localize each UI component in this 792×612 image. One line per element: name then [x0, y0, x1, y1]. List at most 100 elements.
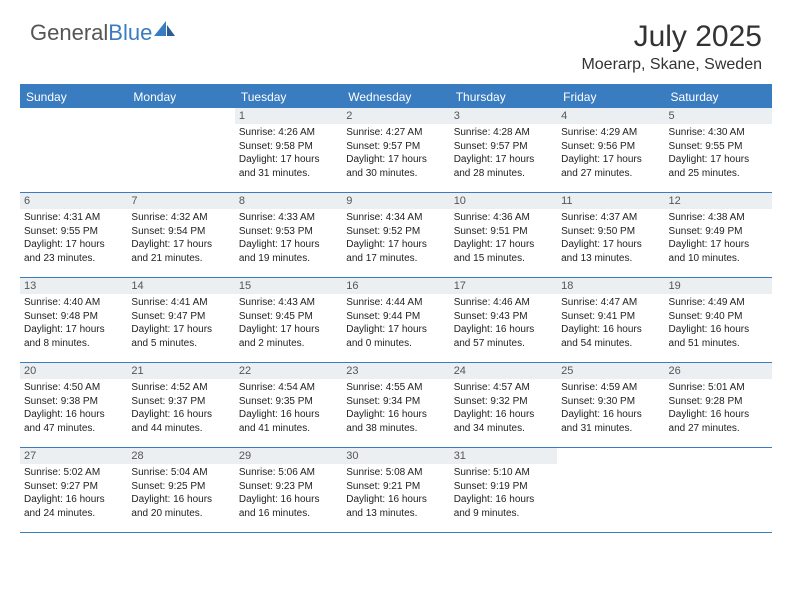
day1-text: Daylight: 16 hours [131, 408, 230, 422]
sunset-text: Sunset: 9:37 PM [131, 395, 230, 409]
day-cell: 22Sunrise: 4:54 AMSunset: 9:35 PMDayligh… [235, 363, 342, 447]
day1-text: Daylight: 17 hours [561, 153, 660, 167]
day-cell: 28Sunrise: 5:04 AMSunset: 9:25 PMDayligh… [127, 448, 234, 532]
day-header: Saturday [665, 86, 772, 108]
day-header: Thursday [450, 86, 557, 108]
weeks-container: 1 Sunrise: 4:26 AMSunset: 9:58 PM Daylight… [20, 108, 772, 533]
day-cell: 29Sunrise: 5:06 AMSunset: 9:23 PMDayligh… [235, 448, 342, 532]
sunrise-text: Sunrise: 4:43 AM [239, 296, 338, 310]
sail-icon [154, 21, 176, 42]
day2-text: and 54 minutes. [561, 337, 660, 351]
day-cell [20, 108, 127, 192]
sunrise-text: Sunrise: 5:08 AM [346, 466, 445, 480]
week-row: 27Sunrise: 5:02 AMSunset: 9:27 PMDayligh… [20, 448, 772, 533]
sunset-text: Sunset: 9:52 PM [346, 225, 445, 239]
day1-text: Daylight: 16 hours [454, 323, 553, 337]
day-number: 8 [235, 193, 342, 209]
day2-text: and 25 minutes. [669, 167, 768, 181]
sunset-text: Sunset: 9:55 PM [24, 225, 123, 239]
day2-text: and 44 minutes. [131, 422, 230, 436]
sunrise-text: Sunrise: 5:02 AM [24, 466, 123, 480]
day2-text: and 0 minutes. [346, 337, 445, 351]
day2-text: and 38 minutes. [346, 422, 445, 436]
day-header: Sunday [20, 86, 127, 108]
day2-text: and 9 minutes. [454, 507, 553, 521]
day-cell: 16Sunrise: 4:44 AMSunset: 9:44 PMDayligh… [342, 278, 449, 362]
day-cell: 18Sunrise: 4:47 AMSunset: 9:41 PMDayligh… [557, 278, 664, 362]
day-header: Friday [557, 86, 664, 108]
day1-text: Daylight: 17 hours [239, 238, 338, 252]
day-cell: 10Sunrise: 4:36 AMSunset: 9:51 PMDayligh… [450, 193, 557, 277]
day1-text: Daylight: 17 hours [346, 238, 445, 252]
sunrise-text: Sunrise: 4:59 AM [561, 381, 660, 395]
day-number: 1 [235, 108, 342, 124]
sunrise-text: Sunrise: 4:32 AM [131, 211, 230, 225]
day2-text: and 20 minutes. [131, 507, 230, 521]
day2-text: and 5 minutes. [131, 337, 230, 351]
day1-text: Daylight: 17 hours [131, 238, 230, 252]
day-number: 24 [450, 363, 557, 379]
logo-text: GeneralBlue [30, 20, 152, 46]
day-cell: 8Sunrise: 4:33 AMSunset: 9:53 PMDaylight… [235, 193, 342, 277]
page-title: July 2025 [581, 20, 762, 54]
week-row: 13Sunrise: 4:40 AMSunset: 9:48 PMDayligh… [20, 278, 772, 363]
day-number: 10 [450, 193, 557, 209]
sunset-text: Sunset: 9:58 PM [239, 140, 338, 154]
day1-text: Daylight: 17 hours [669, 238, 768, 252]
day-cell: 7 Sunrise: 4:32 AMSunset: 9:54 PMDaylight… [127, 193, 234, 277]
sunset-text: Sunset: 9:25 PM [131, 480, 230, 494]
day1-text: Daylight: 16 hours [669, 408, 768, 422]
day2-text: and 57 minutes. [454, 337, 553, 351]
day2-text: and 27 minutes. [669, 422, 768, 436]
day1-text: Daylight: 16 hours [24, 408, 123, 422]
day2-text: and 16 minutes. [239, 507, 338, 521]
sunrise-text: Sunrise: 4:34 AM [346, 211, 445, 225]
day1-text: Daylight: 17 hours [454, 238, 553, 252]
day2-text: and 31 minutes. [239, 167, 338, 181]
sunset-text: Sunset: 9:57 PM [454, 140, 553, 154]
day1-text: Daylight: 16 hours [239, 408, 338, 422]
day-cell: 9Sunrise: 4:34 AMSunset: 9:52 PMDaylight… [342, 193, 449, 277]
sunset-text: Sunset: 9:38 PM [24, 395, 123, 409]
day-number: 21 [127, 363, 234, 379]
sunset-text: Sunset: 9:57 PM [346, 140, 445, 154]
day-header: Wednesday [342, 86, 449, 108]
day-cell [127, 108, 234, 192]
day-cell: 3Sunrise: 4:28 AMSunset: 9:57 PMDaylight… [450, 108, 557, 192]
day-number: 17 [450, 278, 557, 294]
day2-text: and 47 minutes. [24, 422, 123, 436]
day-number: 7 [127, 193, 234, 209]
sunrise-text: Sunrise: 4:57 AM [454, 381, 553, 395]
day-cell: 11Sunrise: 4:37 AMSunset: 9:50 PMDayligh… [557, 193, 664, 277]
sunset-text: Sunset: 9:19 PM [454, 480, 553, 494]
day-header-row: Sunday Monday Tuesday Wednesday Thursday… [20, 86, 772, 108]
day-cell: 19Sunrise: 4:49 AMSunset: 9:40 PMDayligh… [665, 278, 772, 362]
day-cell: 15Sunrise: 4:43 AMSunset: 9:45 PMDayligh… [235, 278, 342, 362]
sunrise-text: Sunrise: 5:04 AM [131, 466, 230, 480]
day1-text: Daylight: 16 hours [346, 408, 445, 422]
day1-text: Daylight: 16 hours [239, 493, 338, 507]
sunset-text: Sunset: 9:27 PM [24, 480, 123, 494]
sunset-text: Sunset: 9:49 PM [669, 225, 768, 239]
day-cell: 14Sunrise: 4:41 AMSunset: 9:47 PMDayligh… [127, 278, 234, 362]
day1-text: Daylight: 17 hours [346, 153, 445, 167]
day2-text: and 13 minutes. [561, 252, 660, 266]
day2-text: and 13 minutes. [346, 507, 445, 521]
sunrise-text: Sunrise: 4:28 AM [454, 126, 553, 140]
sunrise-text: Sunrise: 4:41 AM [131, 296, 230, 310]
calendar: Sunday Monday Tuesday Wednesday Thursday… [20, 84, 772, 533]
day-cell: 26Sunrise: 5:01 AMSunset: 9:28 PMDayligh… [665, 363, 772, 447]
day-cell: 20Sunrise: 4:50 AMSunset: 9:38 PMDayligh… [20, 363, 127, 447]
day2-text: and 51 minutes. [669, 337, 768, 351]
day-number: 5 [665, 108, 772, 124]
sunset-text: Sunset: 9:55 PM [669, 140, 768, 154]
sunset-text: Sunset: 9:54 PM [131, 225, 230, 239]
day-number: 22 [235, 363, 342, 379]
sunrise-text: Sunrise: 4:26 AM [239, 126, 338, 140]
day-number: 20 [20, 363, 127, 379]
day1-text: Daylight: 16 hours [454, 408, 553, 422]
sunrise-text: Sunrise: 5:01 AM [669, 381, 768, 395]
day-cell: 21Sunrise: 4:52 AMSunset: 9:37 PMDayligh… [127, 363, 234, 447]
day-header: Monday [127, 86, 234, 108]
sunrise-text: Sunrise: 4:46 AM [454, 296, 553, 310]
